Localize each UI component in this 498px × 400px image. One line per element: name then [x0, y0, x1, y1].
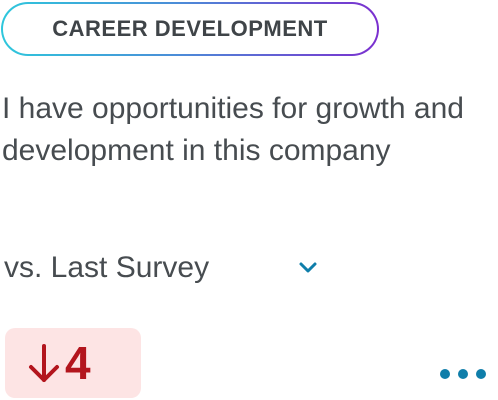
comparison-selected-value: vs. Last Survey: [4, 251, 210, 284]
survey-question: I have opportunities for growth and deve…: [2, 92, 464, 167]
category-label: CAREER DEVELOPMENT: [52, 16, 328, 41]
category-badge: CAREER DEVELOPMENT: [1, 2, 379, 56]
more-horizontal-icon: [440, 369, 450, 379]
score-change-value: 4: [65, 337, 91, 389]
category-badge-inner: CAREER DEVELOPMENT: [3, 4, 377, 54]
more-horizontal-icon: [476, 369, 486, 379]
arrow-down-icon: [29, 344, 59, 382]
more-horizontal-icon: [458, 369, 468, 379]
comparison-dropdown[interactable]: vs. Last Survey: [4, 248, 324, 288]
score-change-badge: 4: [5, 328, 141, 398]
more-options-button[interactable]: [440, 364, 486, 384]
chevron-down-icon[interactable]: [296, 256, 320, 280]
